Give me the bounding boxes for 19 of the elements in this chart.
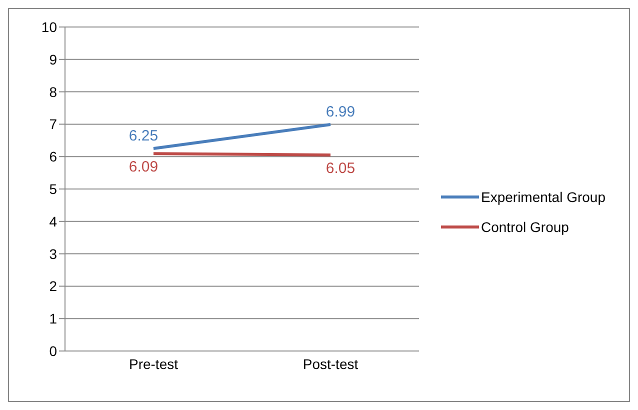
- y-tick-label: 1: [49, 310, 58, 327]
- data-label: 6.99: [326, 104, 356, 121]
- data-label: 6.25: [128, 128, 158, 144]
- y-tick-label: 8: [49, 84, 58, 100]
- data-label: 6.09: [128, 158, 158, 176]
- legend-label: Control Group: [481, 219, 569, 235]
- y-tick-label: 2: [49, 278, 58, 294]
- y-tick-label: 7: [49, 116, 58, 132]
- data-label: 6.05: [326, 160, 356, 177]
- x-tick-label: Post-test: [302, 356, 358, 372]
- y-tick-label: 3: [49, 246, 58, 262]
- y-tick-label: 6: [49, 148, 58, 165]
- legend-label: Experimental Group: [481, 189, 606, 205]
- y-tick-label: 0: [49, 342, 58, 359]
- y-tick-label: 9: [49, 51, 58, 68]
- y-tick-label: 5: [49, 180, 58, 197]
- y-tick-label: 10: [41, 18, 58, 35]
- y-tick-label: 4: [49, 213, 58, 230]
- x-tick-label: Pre-test: [128, 356, 178, 372]
